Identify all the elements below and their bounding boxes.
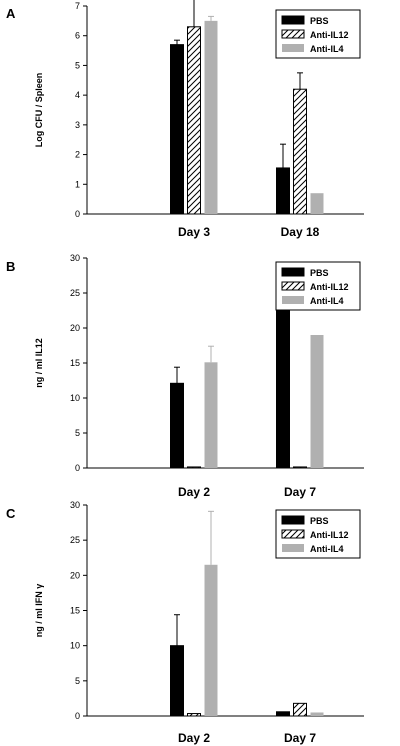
- legend: PBS Anti-IL12 Anti-IL4: [275, 9, 361, 59]
- legend-swatch: [281, 281, 305, 291]
- legend-label: PBS: [310, 268, 329, 278]
- legend-swatch: [282, 44, 304, 52]
- x-category-label: Day 2: [178, 731, 210, 745]
- legend-swatch: [281, 15, 305, 25]
- bar-anti-il4: [310, 712, 324, 716]
- y-tick-label: 0: [75, 463, 80, 473]
- bar-anti-il4: [310, 193, 324, 214]
- y-tick-label: 1: [75, 179, 80, 189]
- legend-swatch: [281, 515, 305, 525]
- y-tick-label: 30: [70, 253, 80, 263]
- bar-pbs: [276, 711, 290, 717]
- bar-pbs: [170, 645, 184, 717]
- y-tick-label: 25: [70, 288, 80, 298]
- legend-label: PBS: [310, 16, 329, 26]
- y-tick-label: 20: [70, 323, 80, 333]
- panel-c: C 0 5 10 15 20 25 30 ng / ml IFN γ Day 2 Day 7 PBS A…: [6, 500, 364, 745]
- y-axis-label: Log CFU / Spleen: [34, 73, 44, 148]
- bar-anti-il12: [187, 26, 201, 215]
- legend-swatch: [281, 29, 305, 39]
- panel-a: A 0 1 2 3 4 5 6 7 Log CFU / Spleen Day 3 Day 18 PBS A…: [6, 0, 364, 239]
- panel-letter: B: [6, 259, 15, 274]
- panel-b: B 0 5 10 15 20 25 30 ng / ml IL12 Day 2 Day 7 PBS An…: [6, 253, 364, 499]
- bar-anti-il12: [187, 466, 201, 469]
- bar-pbs: [170, 382, 184, 469]
- legend-swatch: [281, 267, 305, 277]
- x-category-label: Day 3: [178, 225, 210, 239]
- bar-pbs: [170, 44, 184, 215]
- y-tick-label: 5: [75, 60, 80, 70]
- legend-swatch: [282, 296, 304, 304]
- bar-anti-il4: [310, 335, 324, 468]
- y-tick-label: 4: [75, 90, 80, 100]
- legend-label: Anti-IL12: [310, 282, 349, 292]
- legend-swatch: [281, 529, 305, 539]
- y-tick-label: 5: [75, 428, 80, 438]
- y-tick-label: 15: [70, 358, 80, 368]
- bar-pbs: [276, 167, 290, 215]
- y-tick-label: 7: [75, 1, 80, 11]
- y-tick-label: 10: [70, 393, 80, 403]
- legend: PBS Anti-IL12 Anti-IL4: [275, 261, 361, 311]
- y-tick-label: 30: [70, 500, 80, 510]
- y-tick-label: 15: [70, 606, 80, 616]
- bar-anti-il12: [187, 713, 201, 717]
- y-tick-label: 2: [75, 150, 80, 160]
- y-tick-label: 6: [75, 31, 80, 41]
- panel-letter: A: [6, 6, 16, 21]
- y-tick-label: 0: [75, 209, 80, 219]
- bar-pbs: [276, 289, 290, 469]
- bar-anti-il4: [204, 564, 218, 716]
- legend-swatch: [282, 544, 304, 552]
- bar-anti-il12: [293, 88, 307, 215]
- panel-letter: C: [6, 506, 16, 521]
- y-tick-label: 3: [75, 120, 80, 130]
- legend-label: Anti-IL12: [310, 530, 349, 540]
- legend-label: Anti-IL4: [310, 544, 344, 554]
- x-category-label: Day 7: [284, 731, 316, 745]
- legend-label: Anti-IL12: [310, 30, 349, 40]
- bar-anti-il4: [204, 362, 218, 468]
- legend-label: PBS: [310, 516, 329, 526]
- y-tick-label: 20: [70, 570, 80, 580]
- bar-anti-il12: [293, 702, 307, 717]
- legend-label: Anti-IL4: [310, 296, 344, 306]
- legend-label: Anti-IL4: [310, 44, 344, 54]
- bar-anti-il12: [293, 466, 307, 469]
- y-axis-label: ng / ml IL12: [34, 338, 44, 388]
- x-category-label: Day 7: [284, 485, 316, 499]
- x-category-label: Day 18: [281, 225, 320, 239]
- bar-anti-il4: [204, 20, 218, 214]
- x-category-label: Day 2: [178, 485, 210, 499]
- y-tick-label: 5: [75, 676, 80, 686]
- legend: PBS Anti-IL12 Anti-IL4: [275, 509, 361, 559]
- y-tick-label: 10: [70, 641, 80, 651]
- y-axis-label: ng / ml IFN γ: [34, 584, 44, 638]
- y-tick-label: 0: [75, 711, 80, 721]
- y-tick-label: 25: [70, 535, 80, 545]
